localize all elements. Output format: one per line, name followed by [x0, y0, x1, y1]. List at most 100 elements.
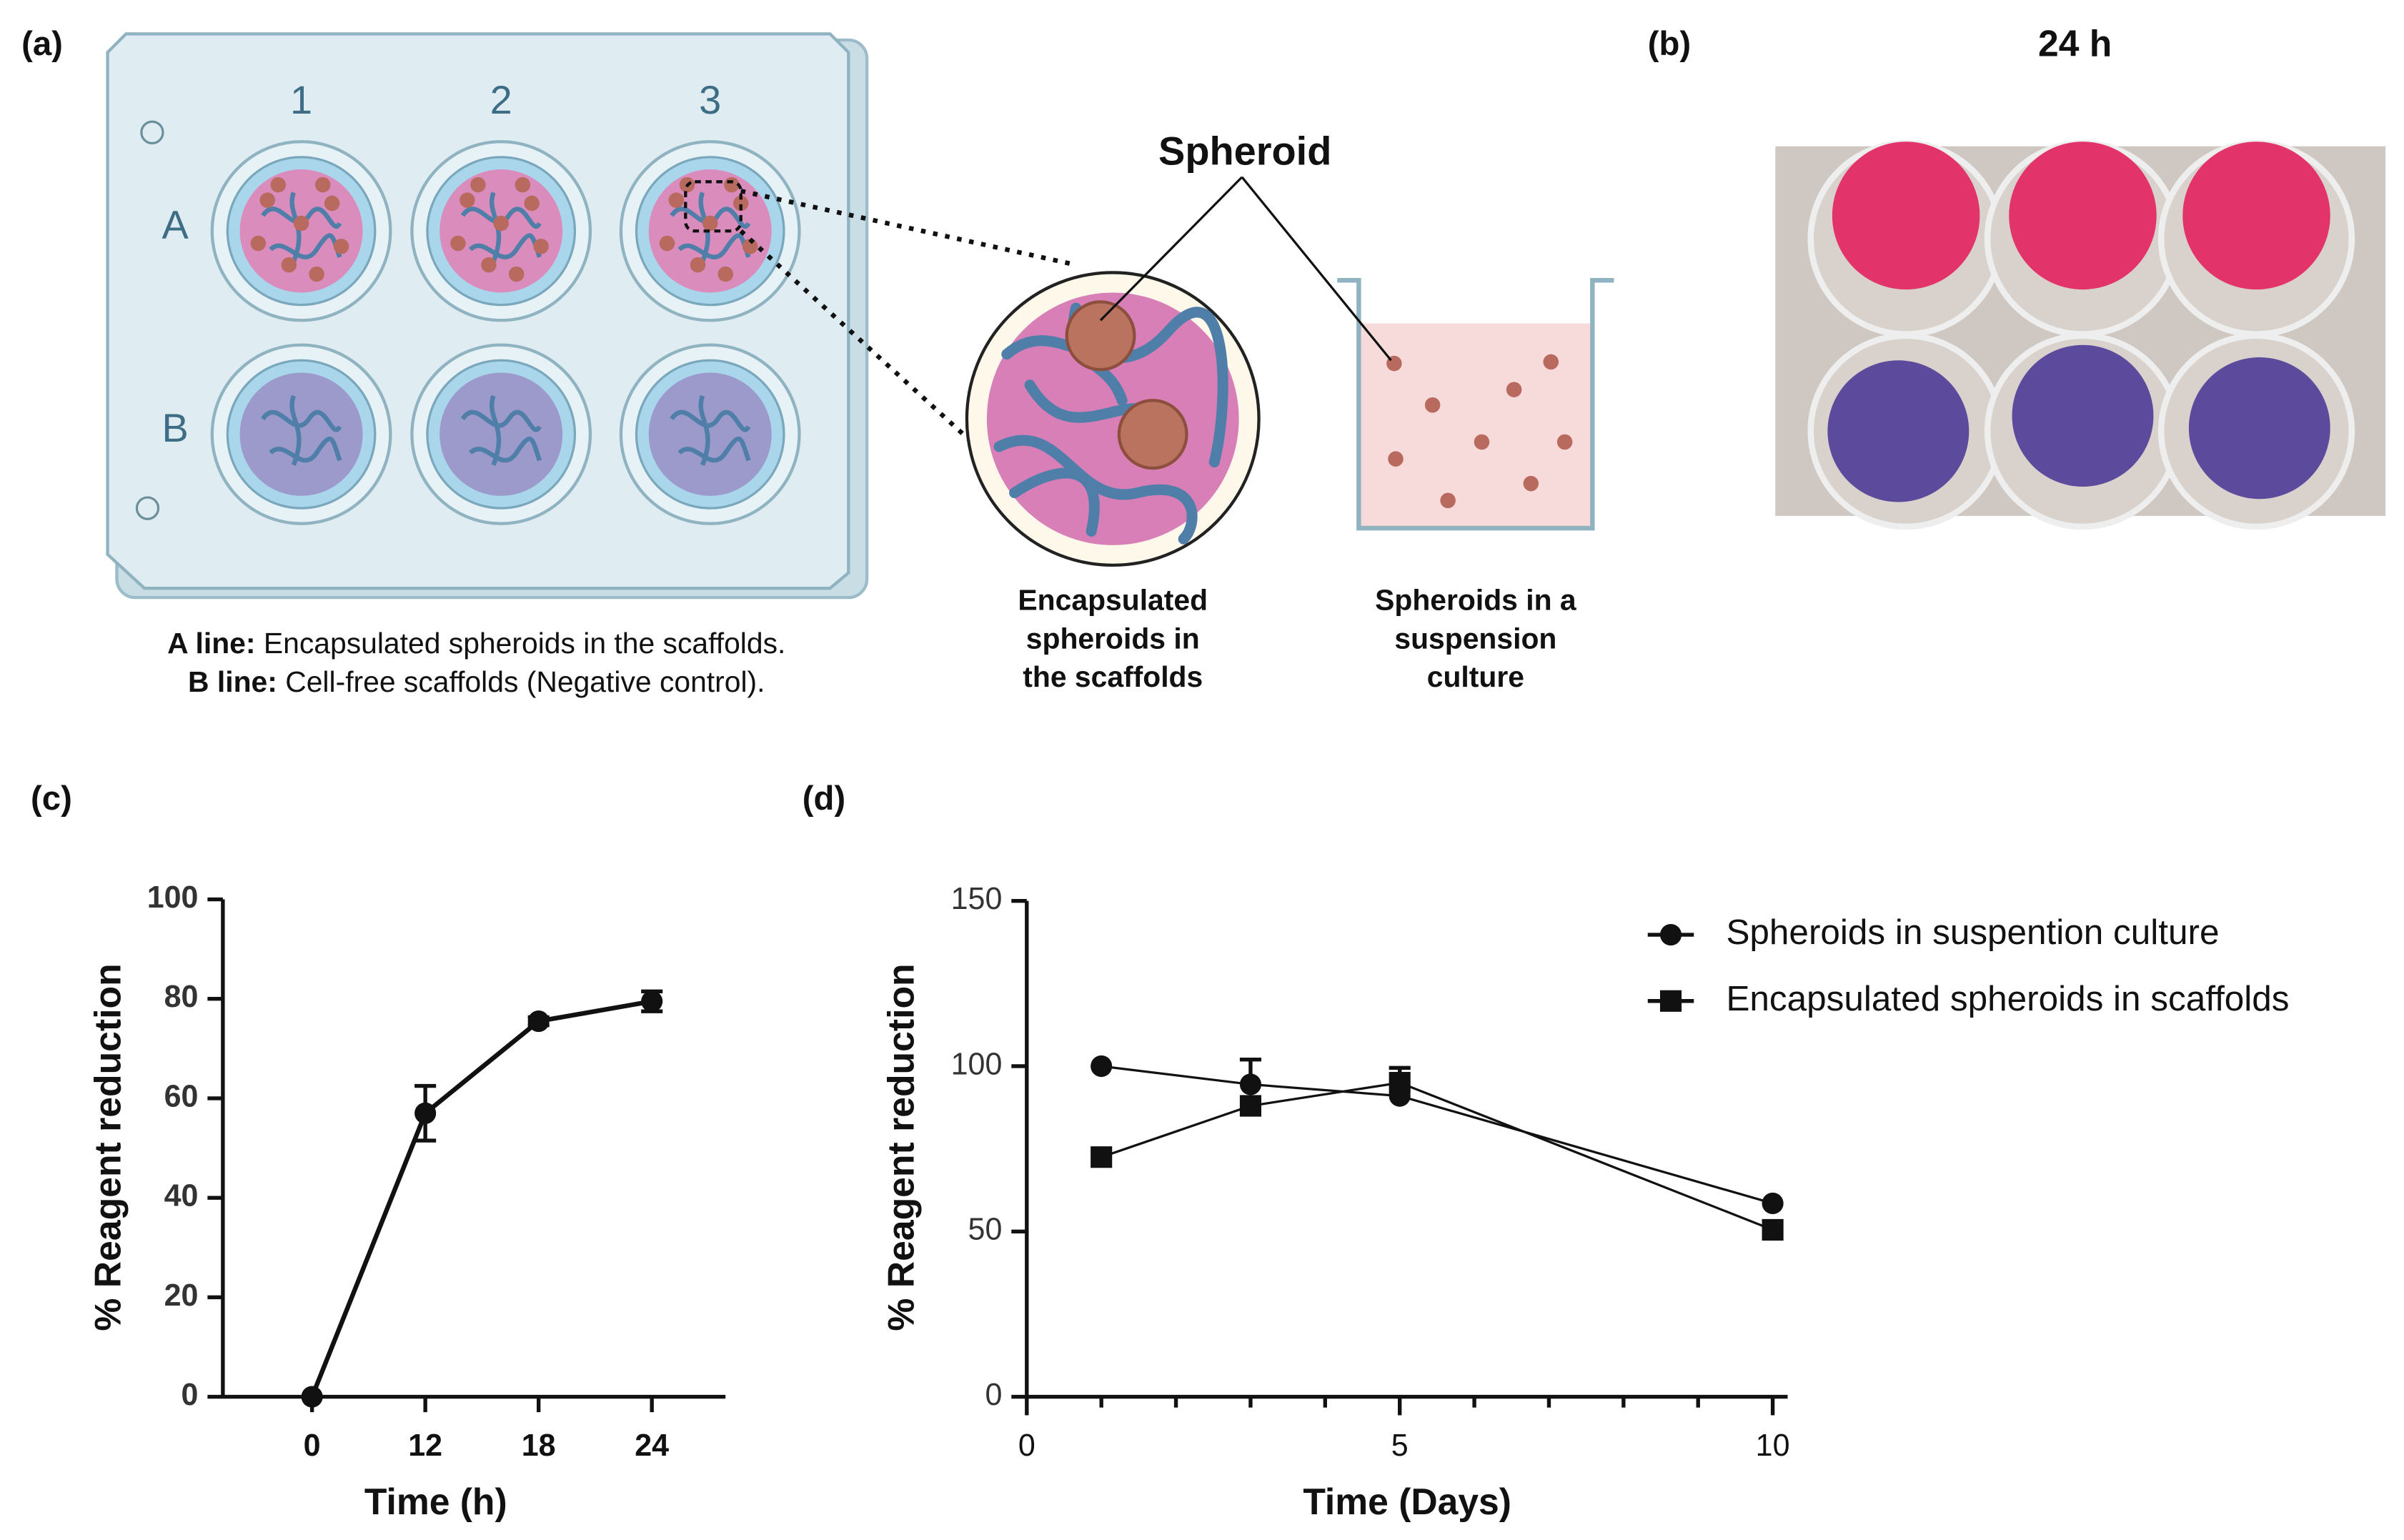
spheroid	[732, 195, 749, 212]
scaffold	[239, 372, 363, 496]
spheroid	[717, 266, 733, 282]
caption: suspension	[1394, 622, 1556, 655]
spheroid	[259, 192, 276, 208]
marker	[1659, 924, 1682, 946]
x-tick-label: 18	[522, 1429, 556, 1463]
spheroid	[470, 177, 486, 193]
column-label: 2	[490, 77, 512, 122]
scaffold	[648, 372, 772, 496]
marker	[1762, 1218, 1784, 1241]
spheroid	[690, 257, 706, 273]
y-tick-label: 50	[968, 1213, 1003, 1247]
spheroid	[309, 266, 324, 282]
marker	[1091, 1146, 1113, 1168]
caption: Encapsulated	[1018, 583, 1208, 616]
x-tick-label: 24	[635, 1429, 669, 1463]
row-label: A	[162, 202, 189, 247]
spheroid	[250, 235, 267, 252]
panel-label: (a)	[21, 25, 63, 63]
spheroid	[333, 239, 349, 254]
callout-line	[1241, 176, 1392, 362]
marker	[1091, 1055, 1113, 1078]
caption: spheroids in	[1026, 622, 1200, 655]
spheroid	[659, 235, 675, 252]
spheroid	[533, 239, 549, 254]
caption: Spheroids in a	[1375, 583, 1576, 616]
x-tick-label: 0	[1018, 1429, 1035, 1463]
series-line	[1101, 1065, 1774, 1205]
y-tick-label: 20	[164, 1278, 199, 1313]
y-tick-label: 100	[951, 1047, 1003, 1081]
legend-line: B line: Cell-free scaffolds (Negative co…	[188, 665, 765, 698]
spheroid	[668, 192, 685, 208]
spheroid	[281, 257, 297, 273]
panel-label: (d)	[803, 780, 845, 818]
scaffold	[439, 372, 563, 496]
y-tick-label: 0	[182, 1378, 199, 1412]
x-tick-label: 0	[304, 1429, 321, 1463]
spheroid	[742, 239, 758, 254]
marker	[1239, 1073, 1261, 1096]
column-label: 3	[699, 77, 721, 122]
legend-line: A line: Encapsulated spheroids in the sc…	[167, 627, 785, 660]
y-tick-label: 40	[164, 1179, 199, 1213]
fibers	[460, 394, 542, 467]
marker	[1762, 1192, 1784, 1215]
captions: Encapsulated spheroids in the scaffolds Sph…	[1018, 583, 1576, 693]
x-tick-label: 5	[1391, 1429, 1409, 1463]
fibers	[261, 394, 342, 467]
y-tick-label: 150	[951, 882, 1003, 916]
series-line	[309, 999, 652, 1398]
legend-label: Spheroids in suspention culture	[1726, 913, 2219, 952]
x-axis-label: Time (h)	[364, 1481, 507, 1522]
legend-text: Cell-free scaffolds (Negative control).	[285, 665, 765, 698]
spheroid	[460, 192, 475, 208]
x-axis-label: Time (Days)	[1303, 1481, 1511, 1522]
marker	[414, 1102, 437, 1124]
legend-key: A line:	[167, 627, 255, 660]
y-tick-label: 80	[164, 980, 199, 1014]
photo	[1775, 140, 2386, 530]
x-tick-label: 10	[1756, 1429, 1790, 1463]
callout-label: Spheroid	[1158, 128, 1331, 173]
spheroid	[508, 266, 525, 282]
spheroid	[481, 257, 497, 273]
beaker	[1337, 277, 1614, 531]
spheroid	[702, 215, 718, 232]
y-tick-label: 100	[147, 880, 199, 915]
wells	[210, 140, 801, 525]
spheroid	[293, 215, 309, 232]
marker	[527, 1010, 550, 1033]
legend-text: Encapsulated spheroids in the scaffolds.	[264, 627, 786, 660]
row-label: B	[162, 405, 189, 450]
column-label: 1	[290, 77, 312, 122]
marker	[301, 1386, 323, 1408]
marker	[1239, 1095, 1261, 1117]
x-tick-label: 12	[408, 1429, 442, 1463]
marker	[1659, 990, 1682, 1012]
callout-line	[1099, 176, 1243, 322]
y-tick-label: 60	[164, 1079, 199, 1113]
panel-label: (c)	[31, 780, 72, 818]
spheroid	[324, 195, 340, 212]
legend-label: Encapsulated spheroids in scaffolds	[1726, 979, 2289, 1018]
legend-key: B line:	[188, 665, 277, 698]
spheroid	[450, 235, 466, 252]
spheroid	[270, 177, 287, 193]
marker	[641, 990, 663, 1013]
y-axis-label: % Reagent reduction	[87, 963, 129, 1331]
fibers	[670, 394, 751, 467]
series-line	[1101, 1081, 1774, 1231]
zoom	[684, 180, 1261, 567]
spheroid	[493, 215, 509, 232]
caption: the scaffolds	[1023, 660, 1203, 693]
spheroid	[515, 177, 531, 193]
y-axis-label: % Reagent reduction	[880, 963, 921, 1331]
caption: culture	[1427, 660, 1524, 693]
spheroid	[314, 177, 331, 193]
spheroid	[524, 195, 540, 212]
panel-label: (b)	[1648, 25, 1691, 63]
